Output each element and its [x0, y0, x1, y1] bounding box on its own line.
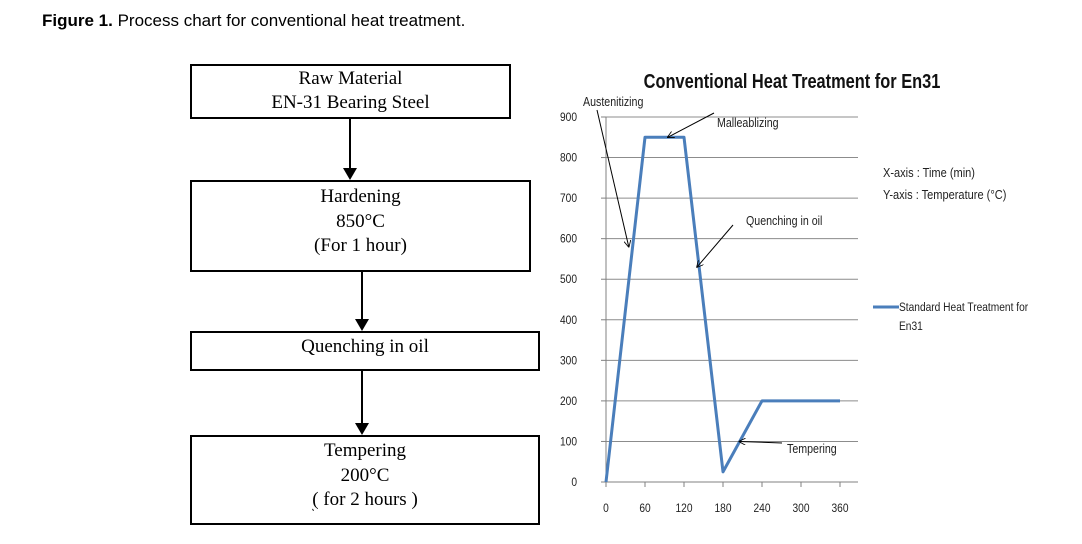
quenching-title: Quenching in oil	[301, 336, 429, 357]
annotation-label-0: Austenitizing	[583, 94, 643, 109]
flow-box-tempering: Tempering 200°C ( for 2 hours )	[190, 435, 540, 525]
flow-arrow-2-head	[355, 319, 369, 331]
x-tick-label-0: 0	[603, 502, 609, 515]
hardening-title: Hardening	[320, 186, 401, 207]
y-tick-label-400: 400	[560, 314, 577, 327]
y-tick-label-200: 200	[560, 395, 577, 408]
chart-annotations: Austenitizing Malleablizing Quenching in o…	[583, 94, 837, 456]
annotation-label-2: Quenching in oil	[746, 213, 822, 228]
chart-axes: 0 100 200 300 400 500 600 700 800 900 0 60 120 180 240…	[560, 111, 858, 515]
axis-note-y: Y-axis : Temperature (°C)	[883, 187, 1006, 202]
tempering-temperature: 200°C	[340, 464, 390, 486]
figure-caption-label: Figure 1.	[42, 11, 113, 30]
x-tick-label-180: 180	[714, 502, 731, 515]
annotation-label-1: Malleablizing	[717, 115, 779, 130]
raw-material-grade: EN-31 Bearing Steel	[271, 91, 430, 113]
annotation-arrow-3	[739, 441, 783, 443]
tempering-title: Tempering	[323, 440, 407, 461]
hardening-temperature: 850°C	[336, 210, 385, 232]
annotation-arrow-1	[668, 112, 715, 137]
y-tick-label-800: 800	[560, 152, 577, 165]
tempering-duration-close: )	[411, 489, 418, 511]
x-tick-label-60: 60	[639, 502, 650, 515]
y-tick-label-500: 500	[560, 274, 577, 287]
x-tick-label-300: 300	[792, 502, 809, 515]
hardening-duration: (For 1 hour)	[314, 235, 407, 257]
series-line-0	[604, 135, 840, 483]
y-tick-label-0: 0	[571, 476, 577, 489]
x-tick-label-240: 240	[753, 502, 770, 515]
annotation-label-3: Tempering	[787, 441, 837, 456]
x-tick-label-360: 360	[831, 502, 848, 515]
flow-arrow-3-head	[355, 423, 369, 435]
tempering-duration-text: for 2 hours	[318, 489, 412, 511]
annotation-arrow-0	[596, 109, 629, 247]
axis-note-x: X-axis : Time (min)	[883, 165, 975, 180]
tempering-duration: ( for 2 hours )	[192, 488, 538, 513]
flow-box-quenching: Quenching in oil	[190, 331, 540, 371]
flow-box-raw-material: Raw Material EN-31 Bearing Steel	[190, 64, 511, 119]
raw-material-title: Raw Material	[298, 68, 403, 89]
axis-notes: X-axis : Time (min) Y-axis : Temperature…	[883, 165, 1006, 202]
tempering-duration-open: (	[312, 489, 319, 511]
legend-label-line1: Standard Heat Treatment for	[899, 301, 1028, 314]
y-tick-label-900: 900	[560, 111, 577, 124]
flow-box-hardening: Hardening 850°C (For 1 hour)	[190, 180, 531, 272]
figure-caption: Figure 1. Process chart for conventional…	[42, 11, 465, 31]
chart-series	[604, 135, 840, 483]
y-tick-label-700: 700	[560, 192, 577, 205]
flow-arrow-1-head	[343, 168, 357, 180]
chart-grid	[606, 116, 858, 442]
y-tick-label-100: 100	[560, 436, 577, 449]
chart-title: Conventional Heat Treatment for En31	[644, 69, 941, 92]
y-tick-label-300: 300	[560, 355, 577, 368]
legend-label-line2: En31	[899, 320, 923, 333]
y-tick-label-600: 600	[560, 233, 577, 246]
x-tick-label-120: 120	[675, 502, 692, 515]
annotation-arrow-2	[697, 224, 734, 267]
figure-caption-text: Process chart for conventional heat trea…	[112, 11, 466, 30]
chart-legend: Standard Heat Treatment for En31	[873, 301, 1028, 333]
flow-arrows	[343, 119, 369, 435]
